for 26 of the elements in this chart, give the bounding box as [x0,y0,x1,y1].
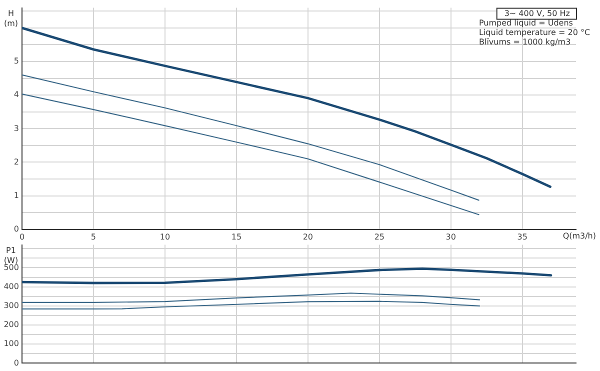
y-axis-title: P1 (W) [4,246,18,265]
y-axis-title: H (m) [4,8,18,28]
x-tick-label: 35 [517,232,528,242]
x-tick-label: 20 [302,232,314,242]
y-tick-label: 5 [14,56,19,66]
y-tick-label: 500 [4,262,19,272]
x-tick-label: 15 [231,232,242,242]
x-axis-title: Q(m3/h) [562,231,596,240]
y-tick-label: 0 [14,224,19,234]
y-tick-label: 400 [4,282,19,291]
x-tick-label: 10 [160,232,170,242]
annotation: Liquid temperature = 20 °C [479,28,590,37]
x-tick-label: 25 [374,232,385,242]
annotation: 3~ 400 V, 50 Hz [504,8,570,18]
y-tick-label: 300 [4,300,19,310]
y-tick-label: 1 [14,190,19,200]
y-tick-label: 3 [14,124,19,133]
annotation: Pumped liquid = Udens [479,18,573,28]
y-tick-label: 200 [4,320,19,330]
y-tick-label: 0 [14,358,19,368]
y-tick-label: 4 [14,90,19,100]
x-tick-label: 5 [90,232,96,242]
y-tick-label: 2 [14,157,19,166]
annotation: Blīvums = 1000 kg/m3 [479,37,571,46]
y-tick-label: 100 [4,339,19,348]
x-tick-label: 30 [446,232,456,242]
